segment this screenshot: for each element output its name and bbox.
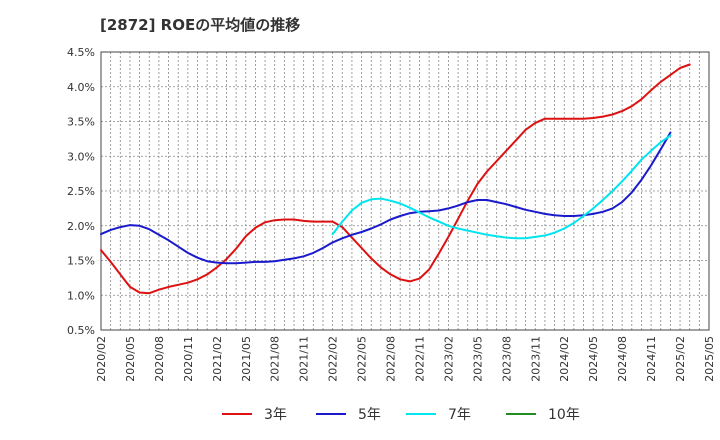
series-line-1	[100, 131, 672, 265]
y-tick-label: 1.0%	[67, 289, 95, 302]
y-tick-label: 2.5%	[67, 185, 95, 198]
x-tick-label: 2020/05	[124, 336, 137, 382]
y-tick-label: 4.5%	[67, 46, 95, 59]
y-axis-ticks: 0.5% 1.0% 1.5% 2.0% 2.5% 3.0% 3.5% 4.0% 4.5%	[67, 46, 95, 337]
x-tick-label: 2020/08	[153, 336, 166, 382]
x-tick-label: 2021/11	[298, 336, 311, 382]
y-tick-label: 3.0%	[67, 150, 95, 163]
x-tick-label: 2020/11	[182, 336, 195, 382]
x-tick-label: 2023/08	[500, 336, 513, 382]
y-tick-label: 1.5%	[67, 255, 95, 268]
x-tick-label: 2024/08	[616, 336, 629, 382]
legend-label: 5年	[358, 407, 381, 423]
y-tick-label: 4.0%	[67, 81, 95, 94]
x-tick-label: 2023/02	[442, 336, 455, 382]
legend: 3年 5年 7年 10年	[222, 407, 580, 423]
x-tick-label: 2022/05	[356, 336, 369, 382]
x-tick-label: 2025/05	[703, 336, 716, 382]
x-tick-label: 2025/02	[674, 336, 687, 382]
x-tick-label: 2024/05	[587, 336, 600, 382]
legend-label: 3年	[264, 407, 287, 423]
x-tick-label: 2022/11	[413, 336, 426, 382]
y-tick-label: 0.5%	[67, 324, 95, 337]
x-tick-label: 2023/11	[529, 336, 542, 382]
x-tick-label: 2021/08	[269, 336, 282, 382]
series-line-0	[100, 63, 691, 295]
x-tick-label: 2022/08	[385, 336, 398, 382]
x-tick-label: 2021/02	[211, 336, 224, 382]
y-tick-label: 2.0%	[67, 220, 95, 233]
x-tick-label: 2022/02	[327, 336, 340, 382]
x-axis-ticks: 2020/02 2020/05 2020/08 2020/11 2021/02 2021/…	[95, 336, 716, 382]
series-line-2	[331, 134, 672, 240]
x-tick-label: 2021/05	[240, 336, 253, 382]
plot-border	[100, 51, 710, 331]
series-layer	[100, 63, 691, 295]
chart-title: [2872] ROEの平均値の推移	[100, 16, 301, 34]
y-tick-label: 3.5%	[67, 116, 95, 129]
legend-label: 10年	[548, 407, 580, 423]
legend-label: 7年	[448, 407, 471, 423]
x-tick-label: 2023/05	[471, 336, 484, 382]
x-tick-label: 2020/02	[95, 336, 108, 382]
x-tick-label: 2024/11	[645, 336, 658, 382]
x-tick-label: 2024/02	[558, 336, 571, 382]
